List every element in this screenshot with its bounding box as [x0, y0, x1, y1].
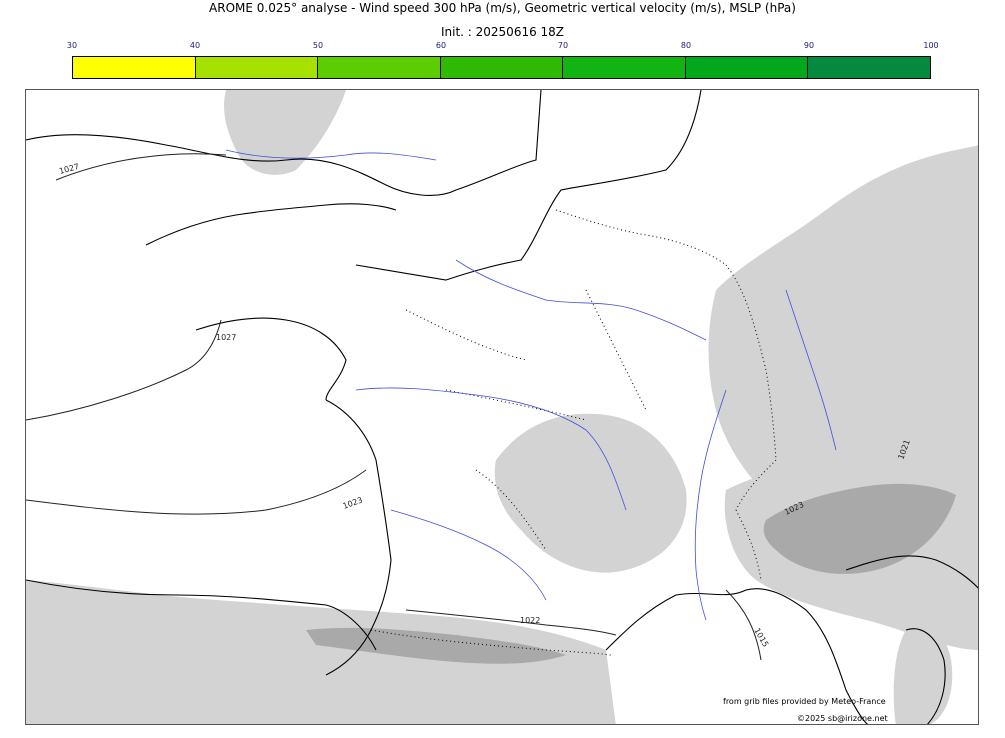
isobar-label-1027-west: 1027	[216, 333, 236, 342]
vertical-velocity-shading	[26, 90, 978, 724]
river-rhone	[694, 389, 727, 621]
isobar-label-1023-biscay: 1023	[342, 495, 364, 510]
coast-france-channel	[355, 90, 702, 281]
colorbar-tick-30: 30	[66, 41, 78, 50]
river-seine	[455, 259, 707, 341]
coast-ligurian	[845, 555, 978, 589]
shading-corsica	[893, 626, 953, 724]
isobar-1027-west	[55, 153, 227, 181]
isobar-1023-biscay	[26, 469, 367, 515]
init-time: Init. : 20250616 18Z	[440, 25, 565, 39]
isobar-label-1022: 1022	[520, 616, 540, 625]
river-garonne	[390, 509, 547, 601]
coast-corsica	[905, 628, 946, 724]
river-rhine	[785, 289, 837, 451]
border-france-spain	[370, 629, 612, 656]
colorbar-segment-70-80	[563, 57, 686, 78]
colorbar-tick-50: 50	[312, 41, 324, 50]
colorbar-tick-40: 40	[189, 41, 201, 50]
river-thames	[225, 149, 437, 161]
shading-britain	[224, 90, 346, 175]
coast-cornwall	[145, 203, 397, 246]
map-panel: 1027 1027 1023 1023 1022 1015 1021	[25, 89, 979, 725]
colorbar-segment-90-100	[808, 57, 931, 78]
coast-bay-of-biscay	[325, 399, 392, 676]
colorbar-segment-30-40	[73, 57, 196, 78]
colorbar-segment-80-90	[685, 57, 809, 78]
colorbar-segment-40-50	[195, 57, 319, 78]
map-title: AROME 0.025° analyse - Wind speed 300 hP…	[209, 1, 796, 15]
river-loire	[355, 387, 627, 511]
colorbar-tick-70: 70	[557, 41, 569, 50]
data-provider-credit: from grib files provided by Meteo-France	[723, 697, 886, 706]
shading-alps-northeast	[708, 145, 978, 510]
borders	[370, 209, 777, 656]
isobar-label-1015: 1015	[752, 627, 770, 649]
shading-massif-central	[494, 413, 687, 573]
isobar-1027-brittany	[26, 319, 222, 421]
isobar-1015-med	[725, 589, 762, 661]
coastlines	[26, 90, 978, 724]
coast-spain-north	[26, 579, 377, 651]
wind-speed-colorbar	[72, 56, 931, 79]
shading-pyrenees	[26, 580, 616, 724]
coast-britain-south	[26, 90, 542, 196]
copyright-credit: ©2025 sb@irizone.net	[797, 714, 888, 723]
shading-alps-core	[763, 483, 956, 574]
rivers	[225, 149, 837, 621]
shading-pyrenees-core	[306, 627, 566, 664]
weather-map: 1027 1027 1023 1023 1022 1015 1021	[26, 90, 978, 724]
colorbar-segment-60-70	[440, 57, 564, 78]
isobars	[26, 153, 762, 661]
border-france-belgium	[555, 209, 727, 266]
colorbar-tick-100: 100	[923, 41, 939, 50]
colorbar-tick-90: 90	[803, 41, 815, 50]
coast-brittany	[195, 317, 347, 401]
colorbar-segment-50-60	[318, 57, 441, 78]
isobar-1022-pyrenees	[405, 609, 617, 636]
colorbar-ticks: 30 40 50 60 70 80 90 100	[67, 41, 939, 53]
isobar-label-1027-north: 1027	[58, 162, 80, 176]
coast-mediterranean	[605, 588, 869, 724]
colorbar-tick-60: 60	[435, 41, 447, 50]
colorbar-tick-80: 80	[680, 41, 692, 50]
vertical-velocity-shading-dark	[306, 483, 956, 664]
